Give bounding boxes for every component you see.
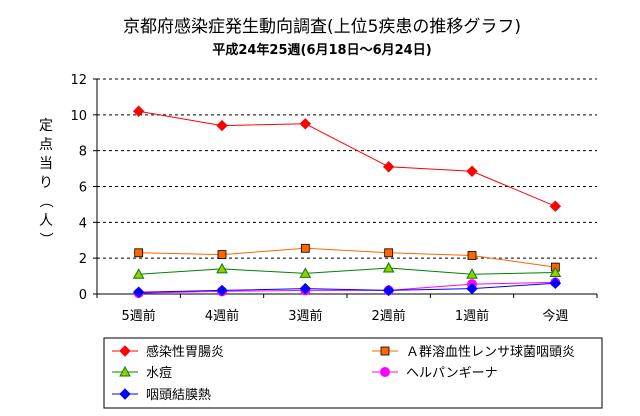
y-axis-label-char: （ <box>37 194 53 208</box>
y-axis-label-char: 点 <box>39 137 53 153</box>
legend-label: 水痘 <box>146 366 172 381</box>
y-axis-label-char: り <box>39 175 53 191</box>
data-point <box>132 286 145 298</box>
data-point <box>216 284 228 297</box>
gridlines <box>97 78 597 259</box>
x-tick-label: 5週前 <box>122 308 156 324</box>
y-axis-label-char: 人 <box>39 213 53 229</box>
y-axis-label-char: 当 <box>39 156 53 172</box>
y-axis: 0 2 4 6 8 10 12 <box>70 73 98 303</box>
legend-label: 感染性胃腸炎 <box>146 344 224 360</box>
series-line <box>138 110 556 207</box>
data-point <box>466 165 478 177</box>
series-group <box>132 105 562 299</box>
data-point <box>216 119 228 132</box>
y-tick-label: 10 <box>70 109 87 124</box>
series-line <box>138 282 556 293</box>
x-tick-label: 3週前 <box>288 308 322 324</box>
y-axis-label-char: 定 <box>39 118 53 134</box>
y-tick-label: 2 <box>79 252 87 267</box>
y-tick-label: 4 <box>79 216 87 231</box>
data-point <box>134 248 144 258</box>
x-tick-label: 1週前 <box>455 308 489 324</box>
legend-label: ヘルパンギーナ <box>406 366 498 381</box>
legend-marker <box>119 365 131 377</box>
series-line <box>138 281 556 294</box>
legend-box <box>103 337 603 409</box>
x-tick-label: 2週前 <box>372 308 406 324</box>
data-point <box>132 105 145 117</box>
legend-marker <box>119 345 131 357</box>
x-axis: 5週前 4週前 3週前 2週前 1週前 今週 <box>96 293 598 324</box>
data-point <box>466 282 478 295</box>
data-point <box>382 261 395 273</box>
data-point <box>382 161 395 173</box>
x-tick-label: 今週 <box>542 308 568 324</box>
y-tick-label: 6 <box>79 181 87 196</box>
y-tick-label: 12 <box>70 73 87 88</box>
legend-marker <box>119 388 131 400</box>
data-point <box>132 268 145 279</box>
legend-label: 咽頭結膜熱 <box>146 388 211 403</box>
y-tick-label: 8 <box>79 145 87 160</box>
data-point <box>549 277 562 289</box>
legend-marker <box>380 346 390 356</box>
data-point <box>549 266 562 277</box>
chart-subtitle: 平成24年25週(6月18日～6月24日) <box>212 42 431 58</box>
data-point <box>300 243 310 253</box>
x-tick-label: 4週前 <box>205 308 239 324</box>
data-point <box>466 268 478 279</box>
series-line <box>138 247 556 268</box>
chart-title: 京都府感染症発生動向調査(上位5疾患の推移グラフ) <box>123 17 521 37</box>
data-point <box>216 262 228 274</box>
data-point <box>299 118 312 130</box>
legend-marker <box>380 367 390 377</box>
data-point <box>299 267 312 278</box>
y-tick-label: 0 <box>79 288 87 303</box>
data-point <box>299 282 312 295</box>
data-point <box>217 250 227 259</box>
data-point <box>384 248 394 258</box>
y-axis-label-char: ） <box>37 232 53 246</box>
series-line <box>138 267 556 275</box>
data-point <box>382 284 395 297</box>
legend-label: Ａ群溶血性レンサ球菌咽頭炎 <box>406 345 575 360</box>
data-point <box>467 251 477 260</box>
data-point <box>549 200 562 212</box>
